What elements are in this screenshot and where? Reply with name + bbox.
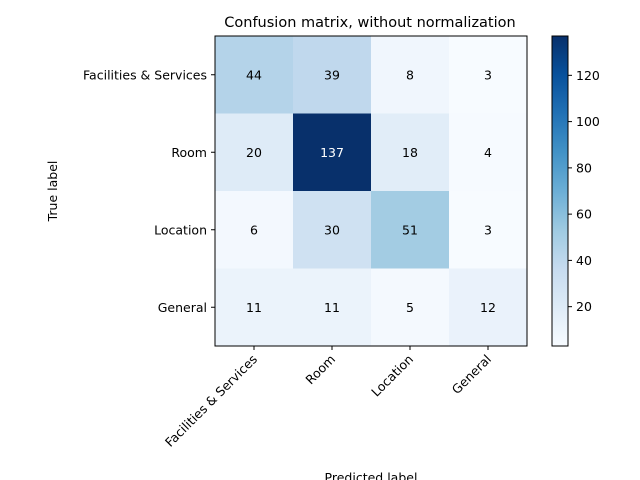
colorbar-tick-label: 40 bbox=[576, 253, 592, 268]
colorbar-tick-label: 80 bbox=[576, 160, 592, 175]
cell-value-label: 5 bbox=[406, 300, 414, 315]
heatmap-cell bbox=[293, 36, 372, 114]
x-tick-label: Facilities & Services bbox=[162, 352, 260, 450]
colorbar-tick-label: 120 bbox=[576, 68, 600, 83]
heatmap-cell bbox=[293, 191, 372, 269]
cell-value-label: 30 bbox=[324, 222, 340, 237]
cell-value-label: 39 bbox=[324, 67, 340, 82]
cell-value-label: 4 bbox=[484, 145, 492, 160]
cell-value-label: 3 bbox=[484, 222, 492, 237]
heatmap-cells bbox=[215, 36, 528, 347]
cell-value-label: 6 bbox=[250, 222, 258, 237]
cell-value-label: 8 bbox=[406, 67, 414, 82]
heatmap-cell bbox=[215, 191, 294, 269]
colorbar-ticks: 20 40 60 80 100 120 bbox=[568, 68, 600, 314]
cell-value-label: 12 bbox=[480, 300, 496, 315]
y-axis-ticks: Facilities & Services Room Location General bbox=[83, 67, 215, 315]
heatmap-cell bbox=[293, 113, 372, 192]
heatmap-cell bbox=[449, 268, 528, 347]
heatmap-cell bbox=[371, 113, 450, 192]
heatmap-cell bbox=[371, 268, 450, 347]
cell-value-label: 44 bbox=[246, 67, 262, 82]
colorbar-tick-label: 20 bbox=[576, 299, 592, 314]
chart-title: Confusion matrix, without normalization bbox=[224, 15, 515, 31]
cell-value-label: 137 bbox=[320, 145, 344, 160]
cell-value-label: 11 bbox=[246, 300, 262, 315]
y-tick-label: Location bbox=[154, 222, 207, 237]
x-axis-label: Predicted label bbox=[325, 470, 418, 480]
cell-value-label: 20 bbox=[246, 145, 262, 160]
heatmap-cell bbox=[371, 191, 450, 269]
y-tick-label: Facilities & Services bbox=[83, 67, 207, 82]
heatmap-cell bbox=[215, 268, 294, 347]
y-tick-label: Room bbox=[171, 145, 207, 160]
heatmap-cell bbox=[449, 191, 528, 269]
x-tick-label: Location bbox=[368, 352, 416, 400]
cell-value-label: 18 bbox=[402, 145, 418, 160]
plot-frame bbox=[214, 35, 528, 347]
x-axis-ticks: Facilities & Services Room Location General bbox=[162, 346, 494, 450]
heatmap-cell bbox=[215, 36, 294, 114]
y-tick-label: General bbox=[158, 300, 207, 315]
x-tick-label: General bbox=[449, 352, 494, 397]
colorbar-tick-label: 100 bbox=[576, 114, 600, 129]
colorbar bbox=[551, 35, 569, 347]
y-axis-label: True label bbox=[45, 161, 60, 223]
cell-value-label: 11 bbox=[324, 300, 340, 315]
heatmap-cell bbox=[449, 36, 528, 114]
cell-value-label: 51 bbox=[402, 222, 418, 237]
cell-value-labels: 44 39 8 3 20 137 18 4 6 30 51 3 11 11 5 12 bbox=[246, 67, 496, 315]
cell-value-label: 3 bbox=[484, 67, 492, 82]
heatmap-cell bbox=[449, 113, 528, 192]
colorbar-tick-label: 60 bbox=[576, 207, 592, 222]
x-tick-label: Room bbox=[302, 352, 338, 388]
heatmap-cell bbox=[215, 113, 294, 192]
heatmap-cell bbox=[371, 36, 450, 114]
heatmap-cell bbox=[293, 268, 372, 347]
